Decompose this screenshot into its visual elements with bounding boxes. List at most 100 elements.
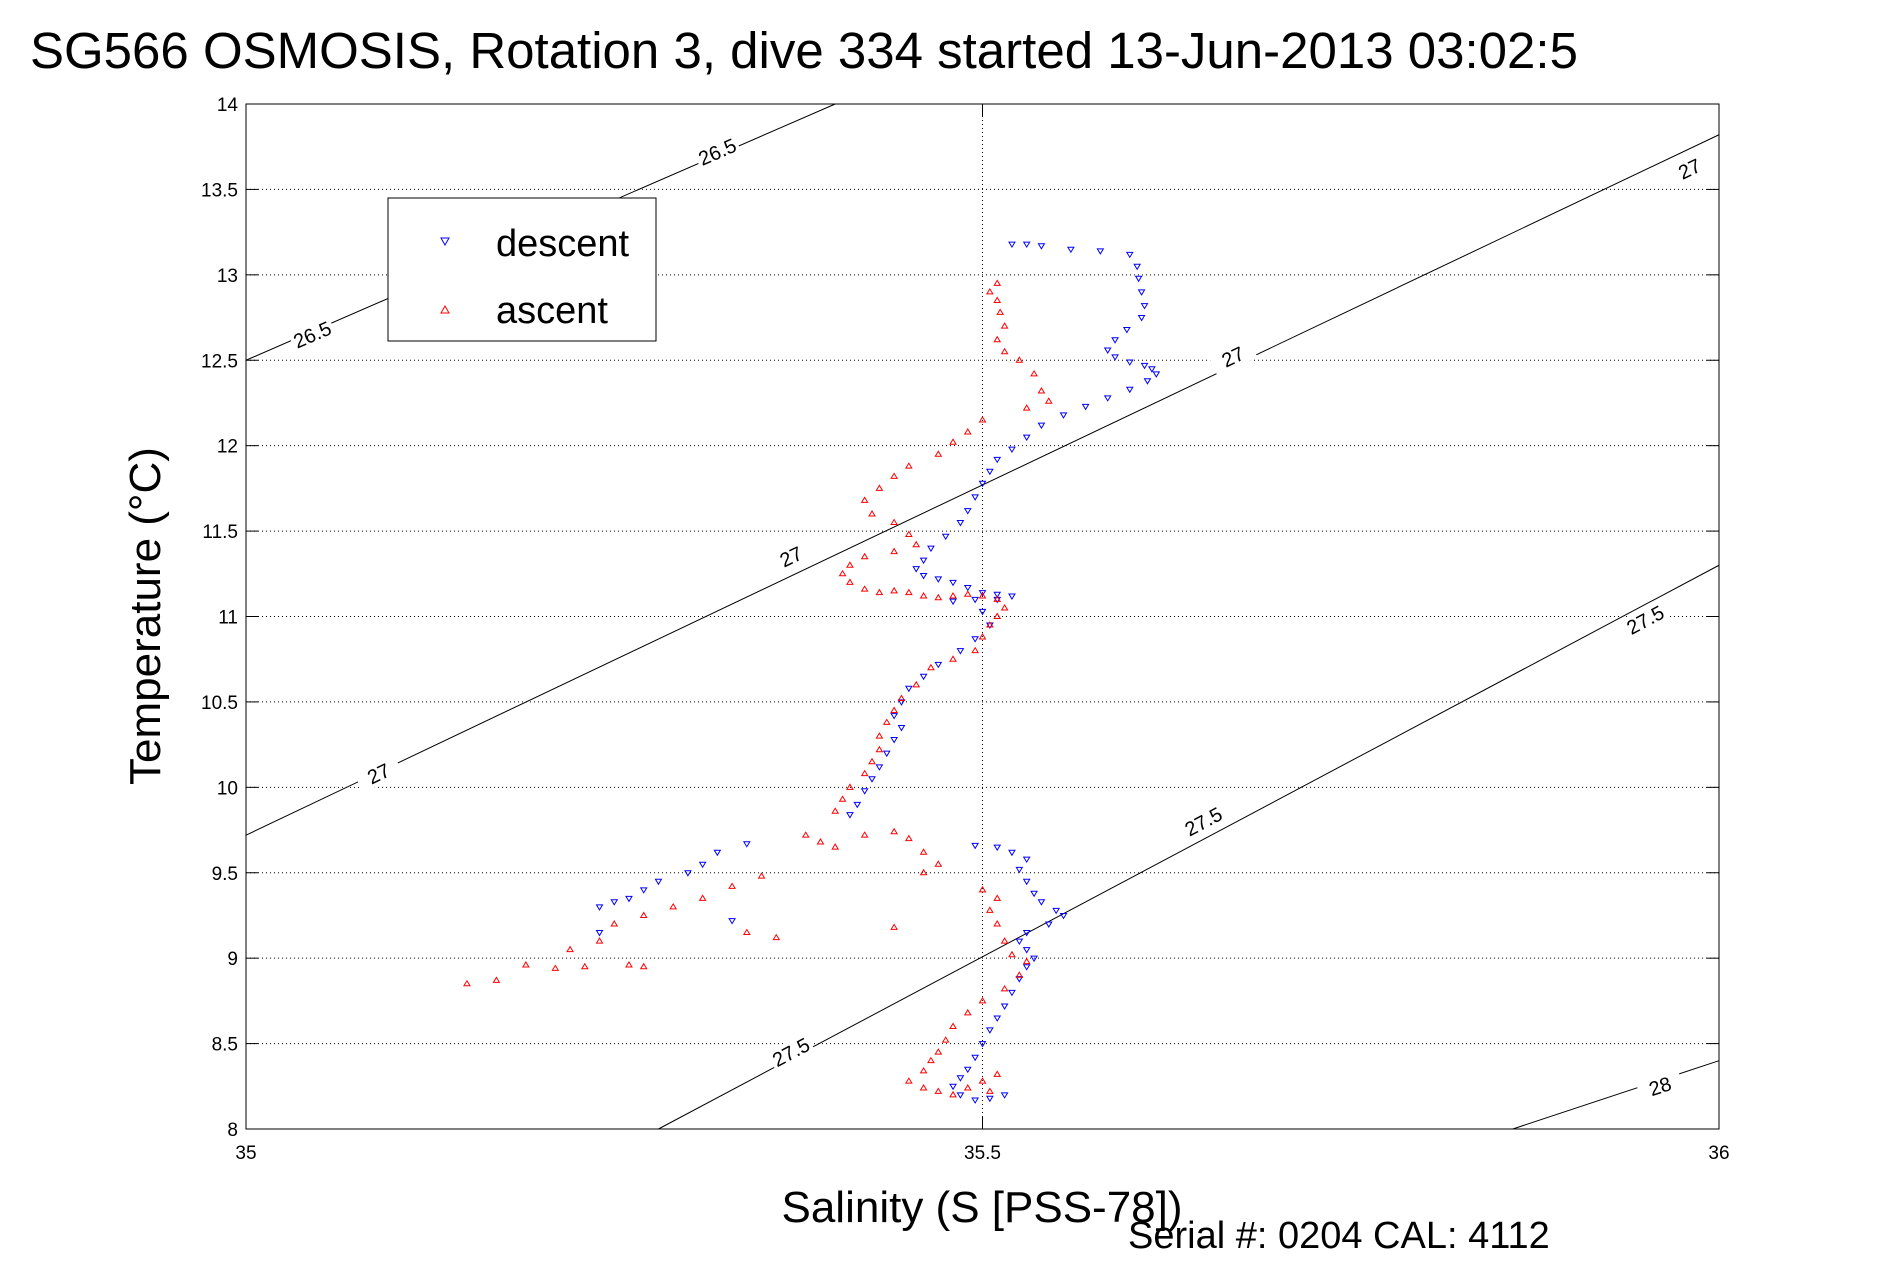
isopycnal-label-bg (1620, 599, 1670, 640)
point-ascent (985, 1087, 994, 1094)
data-points (463, 241, 1161, 1104)
y-tick-label: 8 (227, 1120, 238, 1141)
point-ascent (1000, 347, 1009, 355)
point-ascent (831, 807, 840, 814)
point-descent (1137, 315, 1146, 322)
point-descent (971, 596, 980, 604)
point-descent (1015, 976, 1024, 983)
point-descent (978, 1041, 987, 1048)
y-tick-label: 11.5 (202, 522, 238, 543)
legend-box (387, 197, 657, 342)
point-descent (1044, 921, 1053, 928)
point-descent (1015, 866, 1024, 874)
serial-cal-footer: Serial #: 0204 CAL: 4112 (1128, 1215, 1550, 1257)
point-descent (985, 468, 994, 476)
point-ascent (890, 923, 899, 930)
point-ascent (985, 906, 994, 913)
point-descent (993, 591, 1002, 599)
point-ascent (566, 945, 574, 953)
point-ascent (993, 612, 1002, 619)
x-tick-label: 35 (235, 1143, 256, 1164)
point-descent (1022, 930, 1031, 937)
point-descent (639, 887, 648, 894)
point-ascent (772, 933, 781, 941)
point-ascent (919, 592, 928, 599)
point-descent (846, 812, 854, 819)
point-ascent (1008, 950, 1016, 958)
point-descent (1022, 964, 1031, 971)
point-ascent (801, 831, 810, 838)
point-ascent (846, 578, 854, 585)
point-descent (890, 713, 899, 720)
point-ascent (860, 496, 869, 503)
point-descent (1111, 354, 1119, 361)
isopycnal-label-bg (766, 1032, 816, 1073)
y-tick-label: 11 (218, 608, 238, 629)
point-descent (1059, 412, 1068, 419)
point-descent (949, 598, 957, 606)
point-ascent (978, 592, 987, 599)
point-ascent (846, 561, 854, 568)
point-ascent (882, 718, 891, 725)
point-ascent (890, 706, 899, 713)
legend: descent ascent (387, 197, 657, 342)
point-descent (1022, 947, 1031, 954)
point-descent (1008, 593, 1016, 600)
point-descent (698, 861, 707, 869)
point-ascent (875, 588, 884, 596)
point-descent (1066, 246, 1075, 254)
point-descent (1081, 403, 1090, 411)
point-descent (1134, 275, 1143, 283)
point-descent (654, 878, 663, 886)
point-ascent (1022, 957, 1031, 965)
point-ascent (927, 663, 935, 671)
point-descent (1125, 386, 1134, 394)
point-descent (728, 918, 736, 925)
point-descent (993, 844, 1002, 852)
y-tick-label: 9.5 (212, 864, 238, 885)
point-ascent (993, 335, 1002, 343)
y-tick-label: 10.5 (201, 693, 238, 714)
point-ascent (492, 976, 501, 983)
point-descent (595, 930, 604, 937)
point-descent (1008, 446, 1016, 454)
isopycnal-line (245, 134, 1720, 836)
point-ascent (1000, 984, 1009, 992)
point-ascent (669, 902, 678, 910)
chart-title: SG566 OSMOSIS, Rotation 3, dive 334 star… (30, 22, 1578, 79)
point-ascent (551, 964, 560, 971)
isopycnal-label-bg (692, 132, 742, 171)
point-ascent (978, 416, 987, 423)
point-ascent (993, 920, 1002, 927)
point-descent (1022, 241, 1031, 249)
y-axis-label: Temperature (°C) (121, 447, 170, 785)
point-ascent (949, 592, 957, 599)
point-descent (1008, 241, 1016, 249)
axis-ticks: 8 8.5 9 9.5 10 10.5 11 11.5 12 12.5 13 13.5 14 35 35.5… (201, 95, 1730, 1164)
point-descent (978, 480, 987, 488)
point-ascent (1015, 356, 1024, 363)
point-descent (978, 608, 987, 616)
point-ascent (963, 590, 972, 597)
y-tick-label: 14 (217, 95, 239, 116)
point-ascent (1044, 397, 1053, 404)
point-descent (993, 1015, 1002, 1022)
point-descent (1022, 434, 1031, 442)
point-ascent (934, 593, 943, 601)
point-descent (949, 579, 957, 587)
legend-label-descent: descent (496, 223, 630, 265)
point-descent (1148, 366, 1156, 373)
point-ascent (934, 450, 943, 457)
point-descent (875, 764, 884, 771)
point-ascent (875, 732, 884, 739)
point-descent (971, 494, 980, 501)
point-descent (1037, 422, 1046, 430)
point-ascent (890, 472, 899, 479)
point-ascent (625, 961, 633, 968)
point-ascent (831, 843, 840, 850)
point-ascent (927, 1056, 935, 1064)
point-descent (985, 1027, 994, 1034)
isopycnal-line (658, 564, 1720, 1130)
point-ascent (868, 757, 876, 765)
